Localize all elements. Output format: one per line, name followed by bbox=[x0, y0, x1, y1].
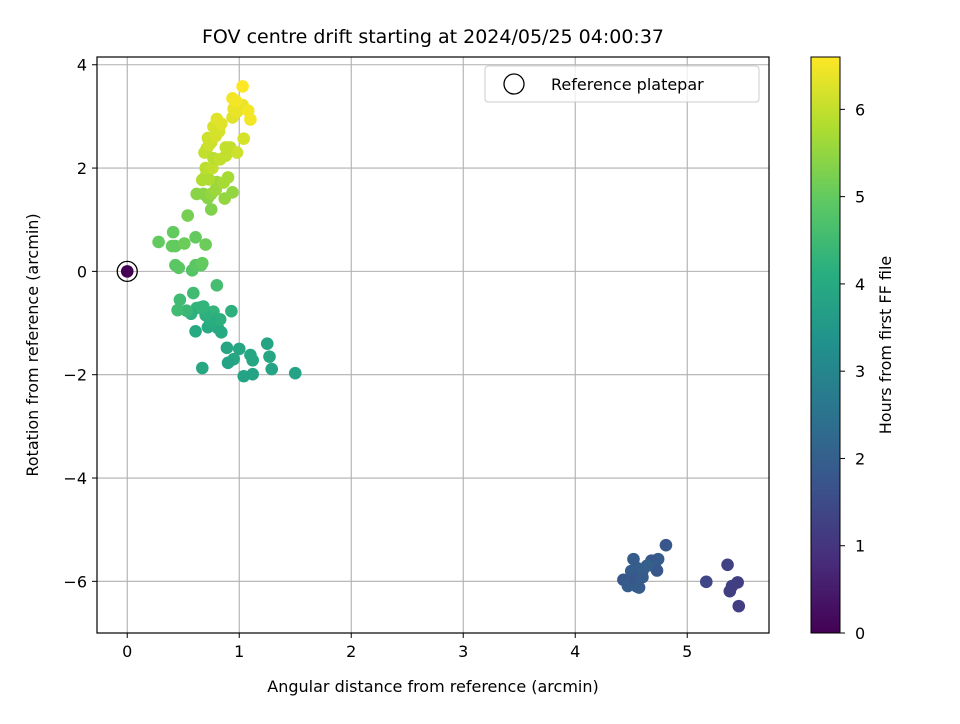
legend-box bbox=[484, 65, 760, 103]
data-point bbox=[265, 362, 279, 376]
colorbar-tick-label: 2 bbox=[855, 449, 865, 468]
y-tick-label: −6 bbox=[63, 572, 87, 591]
x-tick-label: 3 bbox=[458, 642, 468, 661]
data-point bbox=[217, 176, 230, 189]
colorbar-tick-label: 4 bbox=[855, 275, 865, 294]
data-point bbox=[221, 356, 235, 370]
data-point bbox=[632, 581, 646, 594]
plot-frame bbox=[96, 56, 770, 634]
data-point bbox=[187, 286, 200, 300]
legend-label: Reference platepar bbox=[551, 75, 704, 94]
data-point bbox=[195, 361, 209, 375]
reference-ring bbox=[116, 260, 138, 283]
reference-marker bbox=[116, 260, 138, 283]
y-axis-label: Rotation from reference (arcmin) bbox=[23, 213, 42, 476]
y-tick-label: 0 bbox=[77, 262, 87, 281]
data-point bbox=[220, 341, 234, 355]
x-tick-label: 0 bbox=[122, 642, 132, 661]
reference-point bbox=[120, 265, 134, 278]
colorbar-tick-label: 6 bbox=[855, 100, 865, 119]
data-point bbox=[260, 337, 274, 351]
data-point bbox=[246, 353, 259, 367]
data-point bbox=[210, 279, 224, 292]
data-point bbox=[195, 256, 209, 270]
data-point bbox=[721, 558, 734, 572]
colorbar: 0 1 2 3 4 5 6 Hours from first FF file bbox=[810, 56, 895, 643]
x-tick-label: 5 bbox=[682, 642, 692, 661]
colorbar-gradient bbox=[810, 56, 841, 634]
colorbar-tick-label: 3 bbox=[855, 362, 865, 381]
legend: Reference platepar bbox=[484, 65, 760, 103]
data-point bbox=[640, 559, 654, 573]
colorbar-tick-label: 5 bbox=[855, 188, 865, 207]
data-point bbox=[173, 293, 187, 307]
chart-title: FOV centre drift starting at 2024/05/25 … bbox=[202, 26, 664, 48]
data-point bbox=[244, 113, 257, 126]
colorbar-tick-label: 0 bbox=[855, 624, 865, 643]
x-tick-label: 4 bbox=[570, 642, 580, 661]
data-point bbox=[237, 132, 251, 145]
colorbar-ticks: 0 1 2 3 4 5 6 bbox=[840, 100, 865, 643]
x-tick-label: 2 bbox=[346, 642, 356, 661]
data-point bbox=[659, 538, 673, 552]
data-point bbox=[723, 584, 737, 598]
data-point bbox=[288, 366, 302, 380]
data-point bbox=[699, 575, 713, 589]
data-point bbox=[178, 237, 191, 250]
data-point bbox=[263, 350, 276, 363]
colorbar-label: Hours from first FF file bbox=[876, 256, 895, 435]
data-point bbox=[731, 576, 744, 589]
x-axis-label: Angular distance from reference (arcmin) bbox=[267, 677, 598, 696]
y-tick-label: 4 bbox=[77, 56, 87, 75]
y-tick-label: 2 bbox=[77, 159, 87, 178]
y-tick-label: −2 bbox=[63, 366, 87, 385]
data-point bbox=[650, 564, 664, 577]
data-point bbox=[166, 225, 180, 239]
data-point bbox=[732, 599, 746, 613]
data-point bbox=[181, 209, 195, 222]
data-point bbox=[236, 80, 249, 93]
data-points bbox=[152, 80, 746, 613]
data-point bbox=[225, 304, 238, 318]
data-point bbox=[237, 369, 251, 383]
data-point bbox=[189, 325, 202, 338]
data-point bbox=[230, 146, 244, 159]
data-point bbox=[226, 186, 239, 199]
data-point bbox=[206, 161, 219, 175]
data-point bbox=[195, 173, 209, 187]
data-point bbox=[232, 342, 246, 356]
data-point bbox=[204, 203, 218, 216]
data-point bbox=[152, 235, 165, 249]
data-point bbox=[199, 238, 212, 251]
data-point bbox=[172, 261, 186, 275]
data-point bbox=[229, 94, 243, 108]
data-point bbox=[189, 230, 202, 244]
y-axis-ticks: −6 −4 −2 0 2 4 bbox=[63, 56, 97, 591]
y-tick-label: −4 bbox=[63, 469, 87, 488]
data-point bbox=[215, 117, 228, 130]
x-tick-label: 1 bbox=[234, 642, 244, 661]
colorbar-tick-label: 1 bbox=[855, 537, 865, 556]
data-point bbox=[180, 304, 193, 317]
legend-marker-reference bbox=[503, 73, 525, 95]
data-point bbox=[636, 570, 649, 584]
x-axis-ticks: 0 1 2 3 4 5 bbox=[122, 633, 692, 661]
data-point bbox=[171, 303, 184, 317]
